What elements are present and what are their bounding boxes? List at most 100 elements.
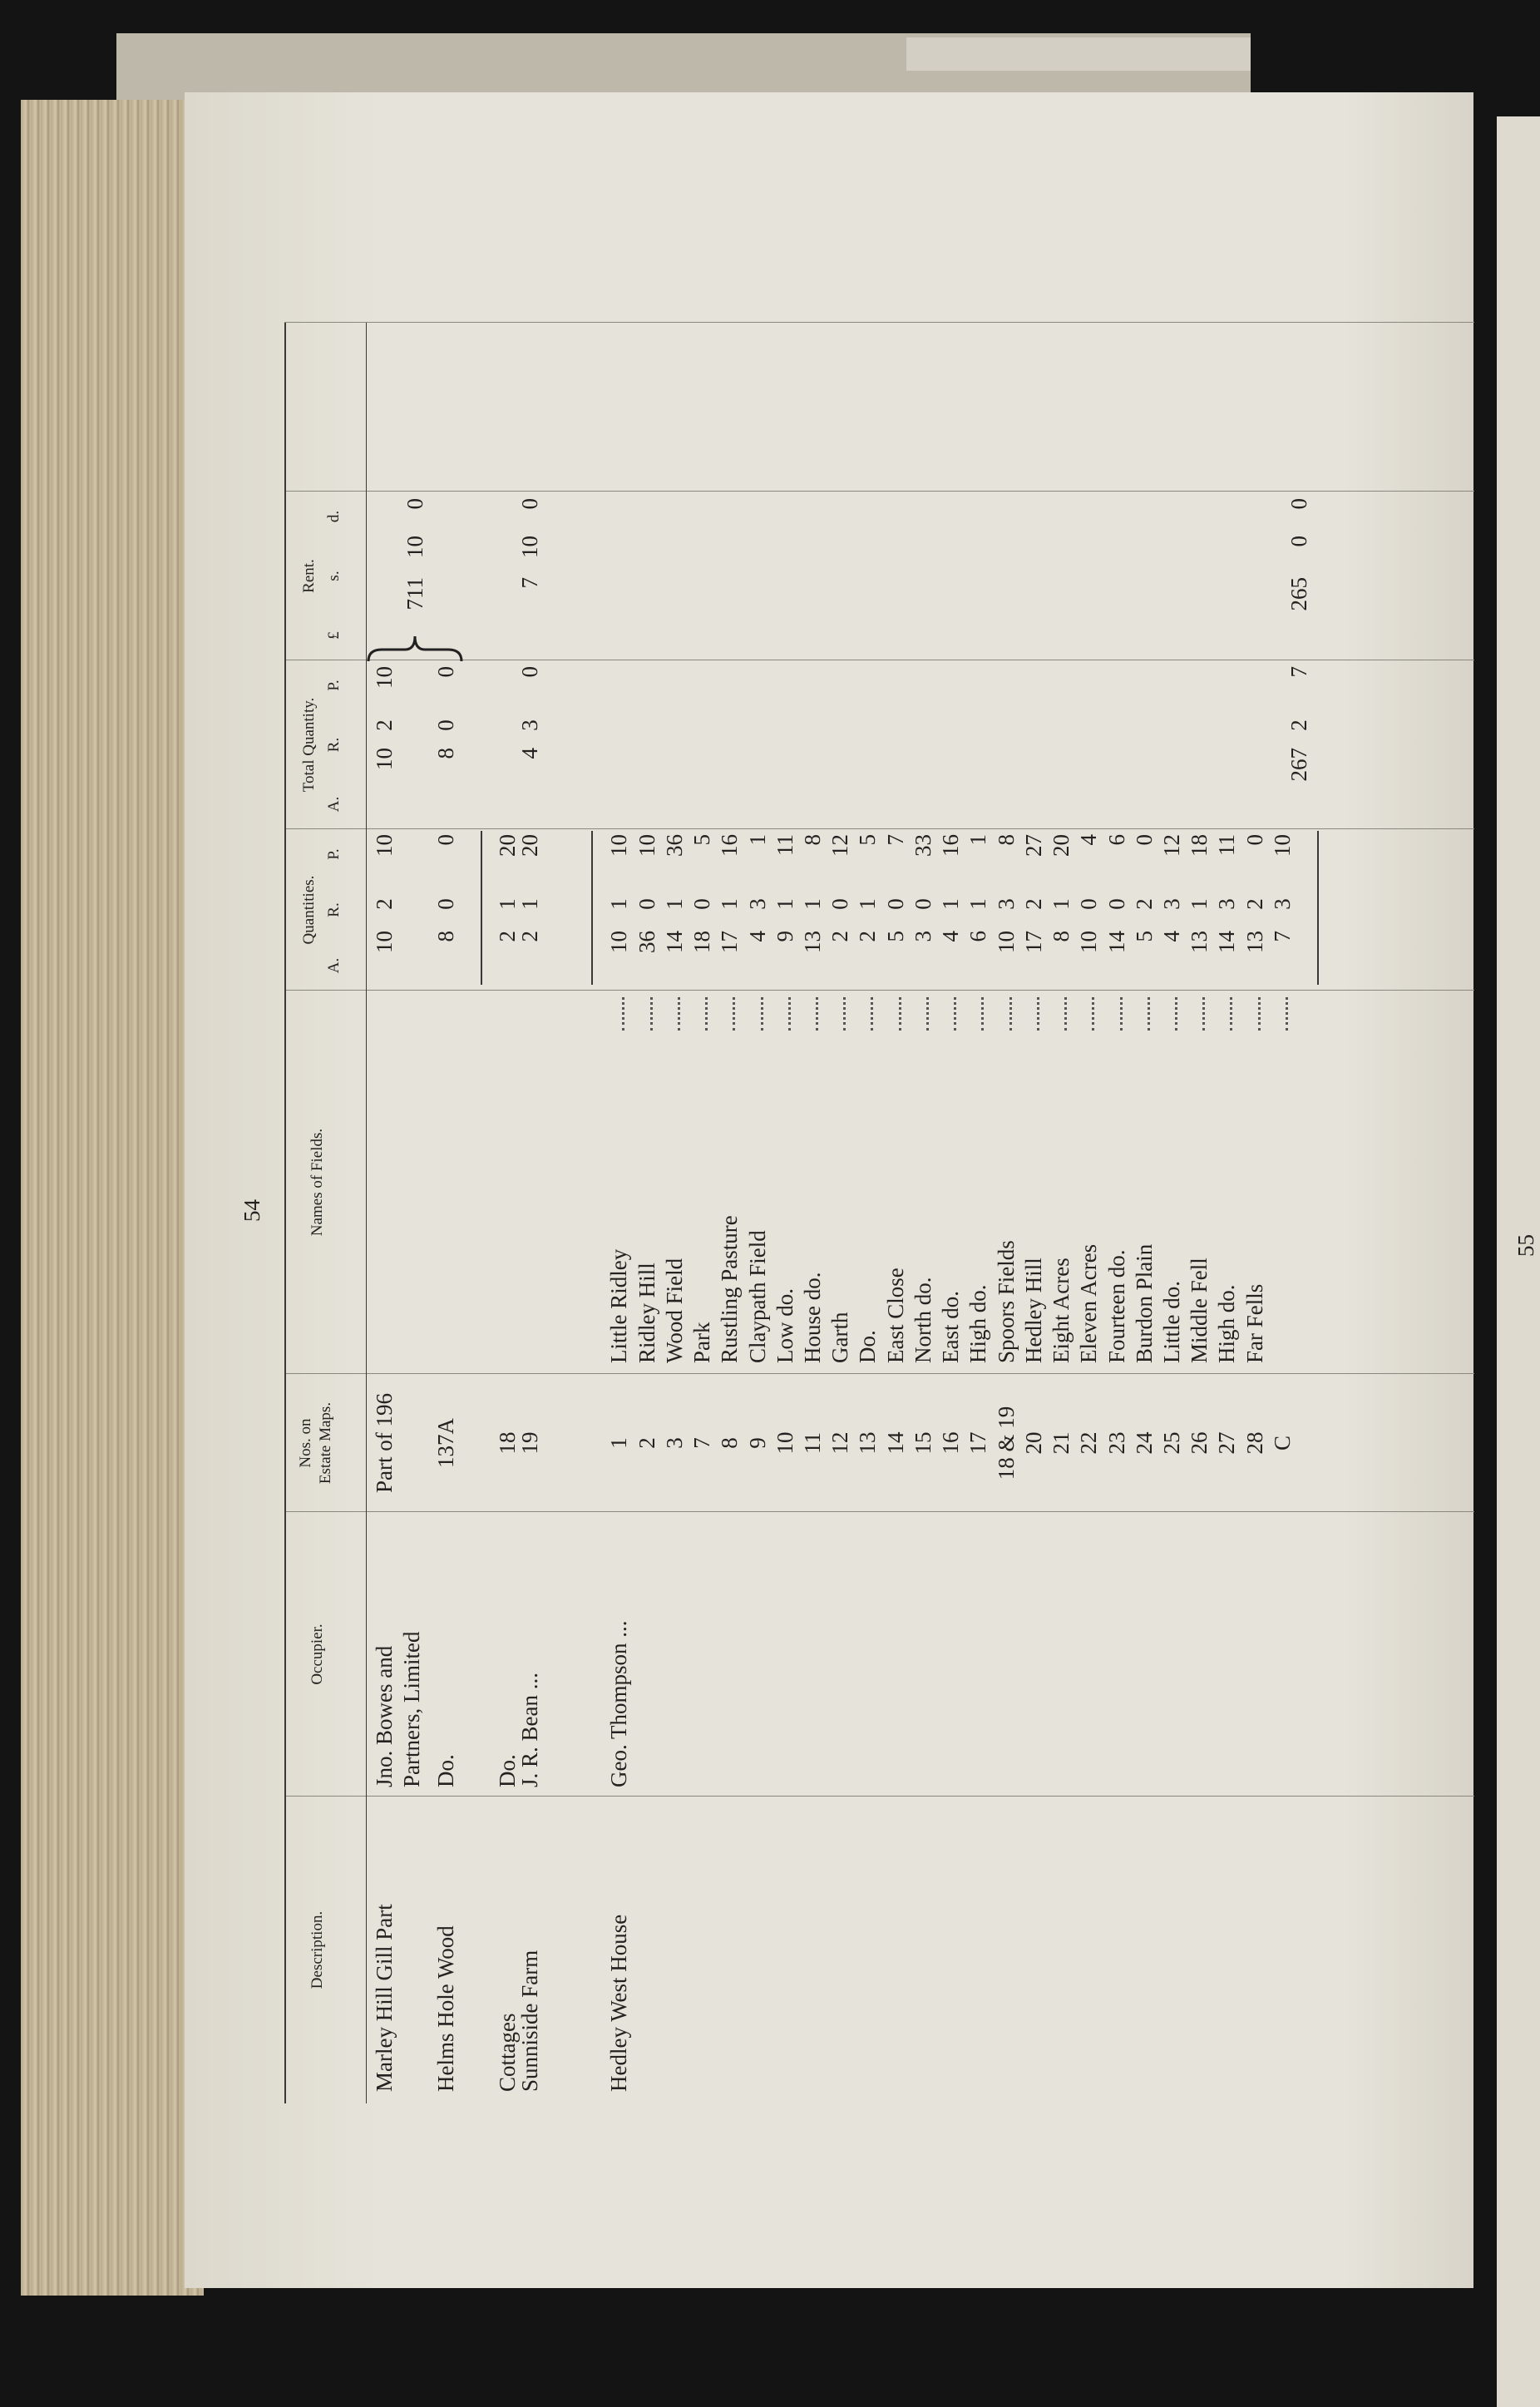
quantity-value: 10 xyxy=(1269,834,1295,857)
field-name: House do. xyxy=(799,1272,825,1364)
dot-leader xyxy=(842,997,846,1031)
rent-value: 0 xyxy=(402,498,427,510)
quantity-value: 16 xyxy=(937,834,963,857)
quantity-value: 0 xyxy=(689,898,714,910)
dot-leader xyxy=(649,997,653,1031)
dot-leader xyxy=(1009,997,1012,1031)
occupier: Do. xyxy=(494,1754,520,1787)
quantity-value: 1 xyxy=(854,898,880,910)
quantity-value: 3 xyxy=(910,931,935,942)
map-number: 23 xyxy=(1103,1431,1129,1455)
map-number: 25 xyxy=(1158,1431,1184,1455)
quantity-value: 1 xyxy=(716,898,742,910)
quantity-value: 10 xyxy=(605,834,631,857)
map-number: 14 xyxy=(882,1431,908,1455)
column-header: Total Quantity. xyxy=(299,697,318,793)
unit-header: P. xyxy=(324,680,343,691)
dot-leader xyxy=(898,997,901,1031)
quantity-value: 18 xyxy=(689,931,714,953)
quantity-value: 7 xyxy=(1269,931,1295,942)
unit-header: d. xyxy=(324,510,343,523)
map-number: 15 xyxy=(910,1431,935,1455)
field-name: East do. xyxy=(937,1291,963,1363)
quantity-value: 0 xyxy=(1075,898,1101,910)
right-page xyxy=(1497,116,1540,2407)
dot-leader xyxy=(1229,997,1232,1031)
quantity-value: 0 xyxy=(432,834,458,846)
quantity-value: 17 xyxy=(716,931,742,953)
quantity-value: 10 xyxy=(371,931,397,953)
quantity-value: 36 xyxy=(661,834,687,857)
quantity-value: 3 xyxy=(993,898,1019,910)
total-value: 4 xyxy=(516,748,542,759)
total-value: 8 xyxy=(432,748,458,759)
column-rule xyxy=(284,1796,1474,1797)
column-rule xyxy=(284,491,1474,492)
quantity-value: 8 xyxy=(799,834,825,846)
quantity-value: 20 xyxy=(516,834,542,857)
sum-rule xyxy=(590,831,593,985)
dot-leader xyxy=(1036,997,1039,1031)
field-name: Claypath Field xyxy=(744,1230,770,1363)
quantity-value: 0 xyxy=(432,898,458,910)
quantity-value: 6 xyxy=(1103,834,1129,846)
quantity-value: 13 xyxy=(1186,931,1212,953)
dot-leader xyxy=(1147,997,1150,1031)
quantity-value: 1 xyxy=(744,834,770,846)
quantity-value: 1 xyxy=(1048,898,1074,910)
quantity-value: 8 xyxy=(1048,931,1074,942)
rent-value: 0 xyxy=(1286,536,1311,547)
field-name: Middle Fell xyxy=(1186,1258,1212,1363)
field-name: Eleven Acres xyxy=(1075,1243,1101,1363)
quantity-value: 2 xyxy=(516,931,542,942)
quantity-value: 4 xyxy=(1075,834,1101,846)
quantity-value: 2 xyxy=(494,931,520,942)
page-number: 55 xyxy=(1513,1234,1538,1257)
map-number: 10 xyxy=(772,1431,797,1455)
quantity-value: 12 xyxy=(827,834,852,857)
quantity-value: 4 xyxy=(1158,931,1184,942)
book-edges xyxy=(21,100,204,2296)
total-value: 0 xyxy=(432,719,458,731)
quantity-value: 10 xyxy=(993,931,1019,953)
quantity-value: 3 xyxy=(1269,898,1295,910)
occupier: Geo. Thompson ... xyxy=(605,1620,631,1788)
dot-leader xyxy=(870,997,873,1031)
map-number: 8 xyxy=(716,1437,742,1449)
quantity-value: 27 xyxy=(1020,834,1046,857)
field-name: North do. xyxy=(910,1277,935,1364)
total-value: 0 xyxy=(516,666,542,678)
quantity-value: 5 xyxy=(689,834,714,846)
map-number: 27 xyxy=(1213,1431,1239,1455)
rent-value: 10 xyxy=(516,536,542,558)
dot-leader xyxy=(1257,997,1261,1031)
sum-rule xyxy=(1316,831,1319,985)
quantity-value: 10 xyxy=(634,834,659,857)
quantity-value: 1 xyxy=(799,898,825,910)
table-top-rule xyxy=(284,323,286,2103)
quantity-value: 2 xyxy=(854,931,880,942)
total-value: 10 xyxy=(371,666,397,689)
map-number: 7 xyxy=(689,1437,714,1449)
field-name: Rustling Pasture xyxy=(716,1215,742,1363)
quantity-value: 13 xyxy=(1241,931,1267,953)
description: Hedley West House xyxy=(605,1914,631,2092)
field-name: Burdon Plain xyxy=(1131,1243,1157,1363)
quantity-value: 1 xyxy=(937,898,963,910)
quantity-value: 5 xyxy=(854,834,880,846)
description: Marley Hill Gill Part xyxy=(371,1904,397,2092)
dot-leader xyxy=(980,997,984,1031)
main-page xyxy=(185,92,1473,2288)
total-value: 0 xyxy=(432,666,458,678)
sum-rule xyxy=(480,831,482,985)
quantity-value: 2 xyxy=(371,898,397,910)
map-number: 26 xyxy=(1186,1431,1212,1455)
quantity-value: 4 xyxy=(744,931,770,942)
map-number: 20 xyxy=(1020,1431,1046,1455)
column-header: Occupier. xyxy=(308,1624,326,1685)
dot-leader xyxy=(925,997,929,1031)
quantity-value: 3 xyxy=(1213,898,1239,910)
quantity-value: 6 xyxy=(965,931,990,942)
quantity-value: 2 xyxy=(827,931,852,942)
quantity-value: 2 xyxy=(1020,898,1046,910)
